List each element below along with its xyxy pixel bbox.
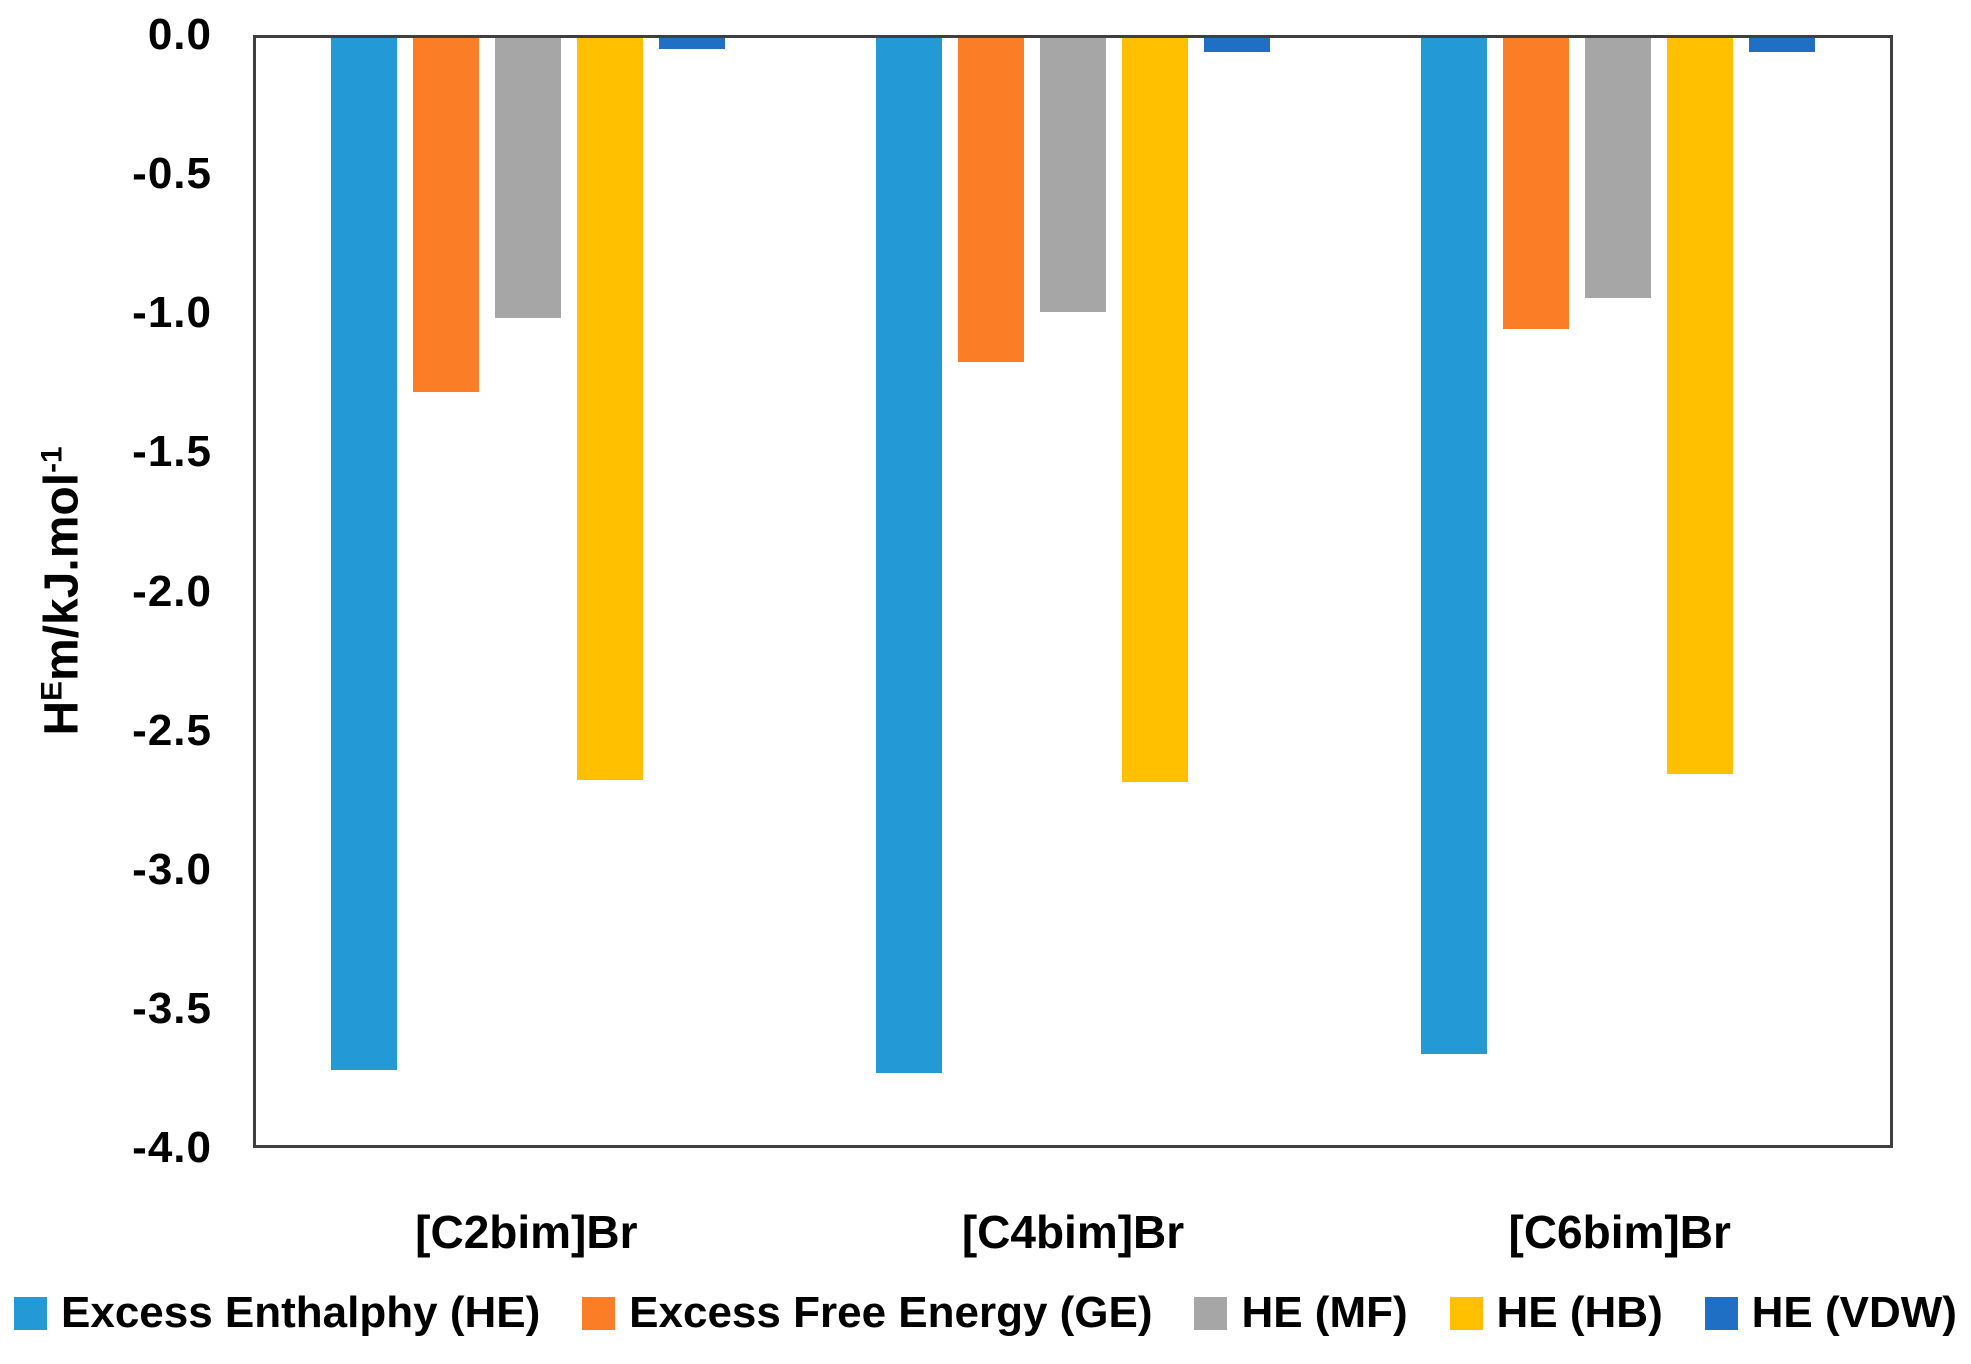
legend-item: Excess Free Energy (GE) (582, 1288, 1153, 1338)
y-tick-label: -3.5 (132, 983, 212, 1033)
legend-item: HE (HB) (1449, 1288, 1663, 1338)
bar (1584, 38, 1651, 299)
legend-item: HE (VDW) (1704, 1288, 1957, 1338)
x-category-label: [C6bim]Br (1508, 1206, 1731, 1258)
bar-group-c2bimbr (256, 38, 801, 1145)
bar (1748, 38, 1815, 52)
y-tick-label: -3.0 (132, 844, 212, 894)
y-tick-label: -2.0 (132, 566, 212, 616)
legend-swatch-icon (14, 1296, 47, 1330)
legend-swatch-icon (1704, 1296, 1738, 1330)
legend-label: HE (VDW) (1751, 1288, 1957, 1337)
legend-label: HE (HB) (1496, 1288, 1663, 1337)
legend-label: HE (MF) (1241, 1288, 1408, 1337)
y-tick-label: -1.5 (132, 427, 212, 477)
plot-area (253, 35, 1893, 1148)
y-axis-tick-labels: 0.0 -0.5 -1.0 -1.5 -2.0 -2.5 -3.0 -3.5 -4.0 (0, 10, 212, 1172)
bar-group-c6bimbr (1345, 38, 1890, 1145)
chart-legend: Excess Enthalphy (HE) Excess Free Energy … (0, 1288, 1971, 1338)
legend-item: Excess Enthalphy (HE) (14, 1288, 540, 1338)
bar (413, 38, 480, 393)
x-category-label: [C2bim]Br (415, 1206, 638, 1258)
legend-label: Excess Enthalphy (HE) (61, 1288, 541, 1337)
bar (1502, 38, 1569, 329)
bar (958, 38, 1024, 362)
legend-swatch-icon (582, 1296, 616, 1330)
bar (1040, 38, 1106, 312)
y-tick-label: -4.0 (132, 1123, 212, 1172)
legend-swatch-icon (1194, 1296, 1228, 1330)
bar-group-c4bimbr (801, 38, 1346, 1145)
x-category-label: [C4bim]Br (961, 1206, 1185, 1258)
bar (659, 38, 726, 50)
y-tick-label: -2.5 (132, 705, 212, 755)
y-tick-label: -1.0 (132, 288, 212, 338)
bar (577, 38, 644, 780)
bar (331, 38, 398, 1071)
bar (1420, 38, 1487, 1054)
y-tick-label: 0.0 (147, 10, 212, 59)
legend-swatch-icon (1449, 1296, 1483, 1330)
bar (876, 38, 942, 1074)
bar (1666, 38, 1733, 775)
bar (1122, 38, 1188, 783)
legend-item: HE (MF) (1194, 1288, 1408, 1338)
legend-label: Excess Free Energy (GE) (629, 1288, 1153, 1337)
y-tick-label: -0.5 (132, 149, 212, 199)
x-axis-category-labels: [C2bim]Br [C4bim]Br [C6bim]Br (253, 1205, 1893, 1259)
bar (495, 38, 562, 318)
bar (1204, 38, 1270, 52)
